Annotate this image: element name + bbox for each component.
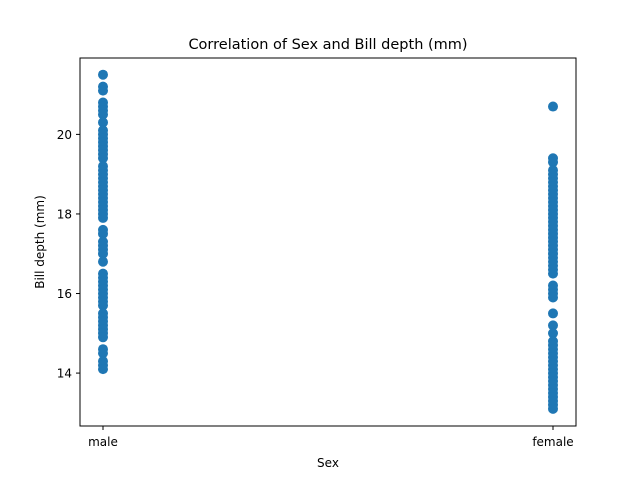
data-point [98,117,108,128]
y-tick-label: 20 [57,128,72,142]
x-axis-ticks: male female [88,426,574,449]
y-axis-label: Bill depth (mm) [33,195,47,289]
data-point [98,228,108,239]
y-axis-ticks: 14 16 18 20 [57,128,80,381]
x-axis-label: Sex [317,456,339,470]
data-point [98,212,108,223]
data-point [548,268,558,279]
y-tick-label: 18 [57,207,72,221]
data-point [98,248,108,259]
data-point [98,153,108,164]
y-tick-label: 14 [57,367,72,381]
x-tick-label: female [532,435,573,449]
x-tick-label: male [88,435,118,449]
chart-title: Correlation of Sex and Bill depth (mm) [188,37,467,53]
data-point [548,328,558,339]
data-point [98,256,108,267]
data-point [548,403,558,414]
data-point [548,308,558,319]
data-point [98,109,108,120]
y-tick-label: 16 [57,287,72,301]
data-point [98,85,108,96]
data-point [98,364,108,375]
data-point [548,101,558,112]
data-points [98,69,558,414]
data-point [548,157,558,168]
plot-frame [79,57,577,427]
data-point [98,69,108,80]
data-point [548,320,558,331]
data-point [98,348,108,359]
data-point [98,332,108,343]
data-point [548,292,558,303]
data-point [98,300,108,311]
